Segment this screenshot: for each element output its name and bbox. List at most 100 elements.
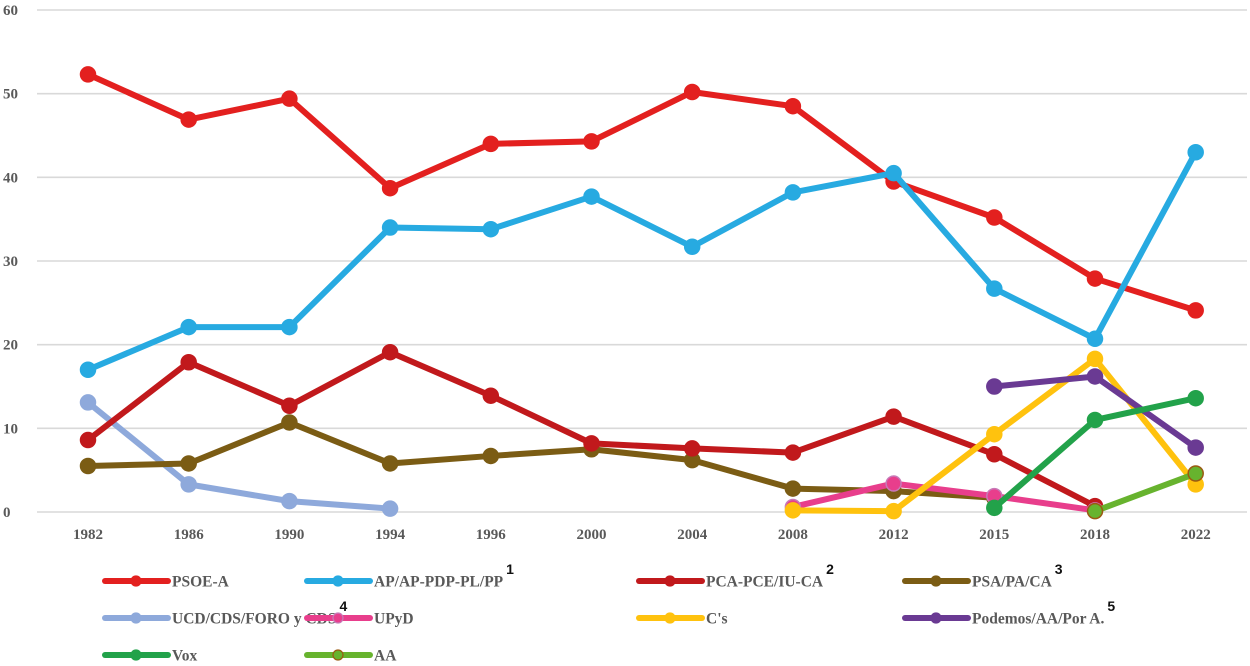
data-point (79, 394, 97, 411)
data-point (1086, 502, 1104, 520)
legend: PSOE-A AP/AP-PDP-PL/PP1 PCA-PCE/IU-CA2 PSA/… (102, 561, 1115, 665)
legend-item: Podemos/AA/Por A.5 (902, 598, 1115, 628)
data-point (986, 378, 1003, 395)
data-point (784, 502, 802, 519)
data-point (1187, 143, 1204, 161)
y-tick-label: 10 (3, 421, 18, 437)
data-point (885, 502, 902, 520)
data-point (683, 440, 701, 457)
data-point (683, 238, 701, 256)
data-point (381, 500, 399, 517)
data-point (784, 184, 802, 201)
legend-item: C's (636, 611, 728, 628)
x-tick-label: 1996 (476, 527, 507, 543)
data-point (986, 280, 1003, 297)
series-podemos-aa-por-a (986, 368, 1204, 456)
x-tick-label: 2015 (979, 527, 1009, 543)
data-point (784, 480, 802, 497)
legend-label: Vox (172, 648, 198, 665)
series-lines (79, 66, 1204, 520)
y-tick-label: 50 (3, 87, 18, 103)
data-point (482, 135, 500, 153)
legend-label: PSOE-A (172, 574, 230, 591)
legend-footnote: 5 (1107, 598, 1115, 614)
data-point (986, 446, 1003, 463)
gridlines (37, 9, 1247, 513)
legend-marker (130, 612, 142, 624)
data-point (381, 179, 399, 197)
data-point (482, 220, 500, 238)
y-tick-label: 20 (3, 338, 18, 354)
legend-marker (664, 575, 676, 587)
y-tick-label: 30 (3, 254, 18, 270)
data-point (683, 83, 701, 101)
legend-label: PCA-PCE/IU-CA (706, 574, 824, 591)
data-point (180, 455, 197, 472)
series-line (789, 480, 1098, 514)
data-point (784, 97, 802, 115)
data-point (482, 447, 500, 465)
data-point (1187, 439, 1204, 456)
data-point (482, 387, 500, 404)
legend-label: Podemos/AA/Por A. (972, 611, 1104, 628)
series-psa-pa-ca (79, 414, 1003, 507)
series-line (1092, 470, 1199, 515)
legend-marker (930, 575, 942, 587)
data-point (79, 361, 97, 379)
data-point (79, 431, 97, 449)
legend-marker (664, 612, 676, 624)
data-point (281, 414, 298, 431)
data-point (885, 408, 902, 425)
x-tick-label: 1994 (375, 527, 406, 543)
data-point (180, 353, 197, 371)
legend-marker (332, 649, 344, 661)
x-tick-label: 2004 (677, 527, 708, 543)
data-point (986, 425, 1003, 443)
data-point (79, 457, 97, 475)
legend-marker (130, 649, 142, 661)
legend-footnote: 3 (1055, 561, 1063, 577)
legend-item: PSA/PA/CA3 (902, 561, 1063, 591)
data-point (1187, 465, 1204, 482)
x-tick-label: 1986 (174, 527, 205, 543)
x-tick-label: 2008 (778, 527, 808, 543)
data-point (986, 499, 1003, 517)
data-point (885, 164, 902, 182)
x-tick-label: 1990 (274, 527, 304, 543)
data-point (180, 476, 197, 493)
legend-footnote: 2 (826, 561, 834, 577)
data-point (281, 318, 298, 336)
legend-item: UPyD (304, 611, 414, 628)
legend-footnote: 1 (506, 561, 514, 577)
data-point (281, 90, 298, 107)
data-point (1086, 350, 1104, 368)
series-line (85, 399, 394, 512)
x-tick-label: 2018 (1080, 527, 1110, 543)
data-point (180, 111, 197, 128)
data-point (281, 492, 298, 510)
series-ucd-cds-foro-y-cds (79, 394, 399, 517)
legend-marker (130, 575, 142, 587)
data-point (381, 343, 399, 361)
legend-item: Vox (102, 648, 198, 665)
legend-marker (332, 612, 344, 624)
legend-marker (332, 575, 344, 587)
legend-item: PCA-PCE/IU-CA2 (636, 561, 834, 591)
x-tick-label: 2000 (577, 527, 607, 543)
data-point (180, 318, 197, 336)
data-point (79, 66, 97, 83)
series-vox (986, 389, 1204, 517)
series-line (85, 349, 1098, 510)
data-point (1086, 411, 1104, 429)
legend-label: AP/AP-PDP-PL/PP (374, 574, 504, 591)
series-aa (1086, 465, 1204, 520)
data-point (583, 435, 600, 452)
legend-label: PSA/PA/CA (972, 574, 1053, 591)
data-point (1086, 270, 1104, 287)
legend-item: AA (304, 648, 397, 665)
series-line (85, 71, 1199, 314)
data-point (784, 444, 802, 461)
data-point (381, 219, 399, 236)
